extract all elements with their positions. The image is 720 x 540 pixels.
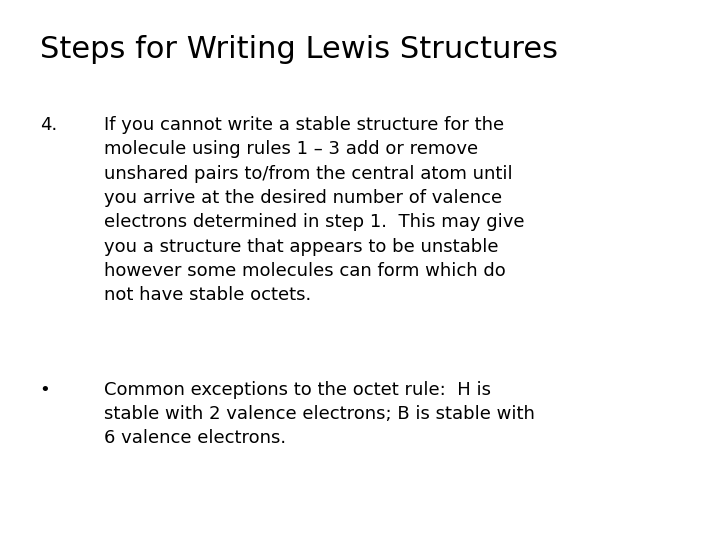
Text: •: • [40,381,50,399]
Text: 4.: 4. [40,116,57,134]
Text: Common exceptions to the octet rule:  H is
stable with 2 valence electrons; B is: Common exceptions to the octet rule: H i… [104,381,535,447]
Text: If you cannot write a stable structure for the
molecule using rules 1 – 3 add or: If you cannot write a stable structure f… [104,116,525,304]
Text: Steps for Writing Lewis Structures: Steps for Writing Lewis Structures [40,35,557,64]
